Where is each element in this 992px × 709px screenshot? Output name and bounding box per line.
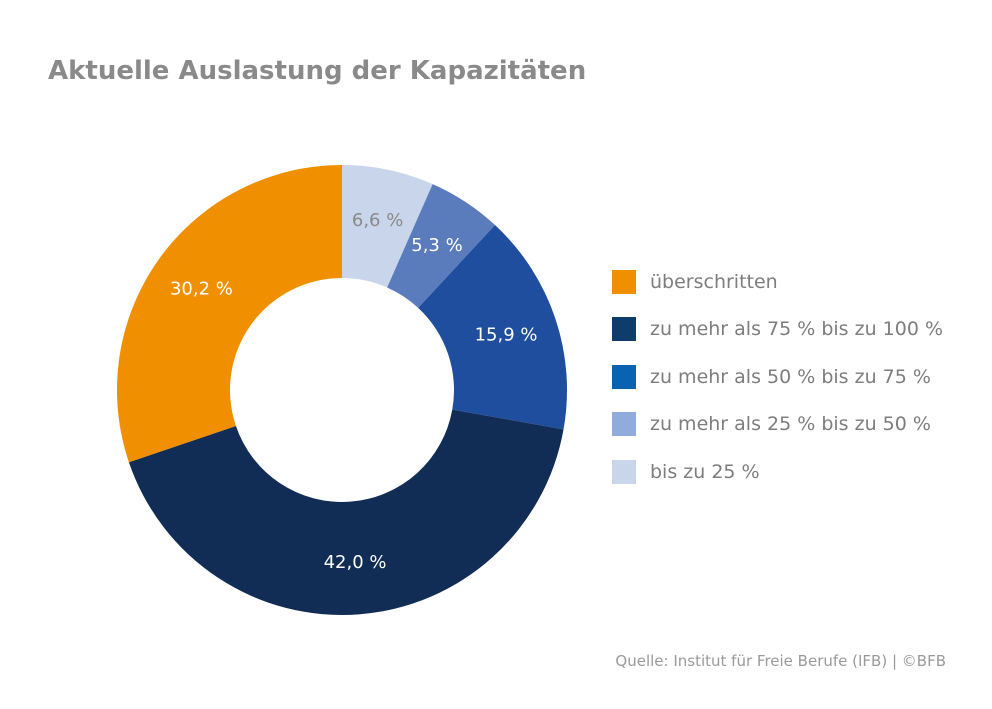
legend-item-0: überschritten	[612, 258, 972, 306]
legend-swatch	[612, 459, 636, 484]
legend-label: zu mehr als 50 % bis zu 75 %	[650, 365, 931, 388]
legend-item-3: zu mehr als 25 % bis zu 50 %	[612, 401, 972, 449]
legend-swatch	[612, 412, 636, 437]
donut-slice-3	[128, 409, 564, 616]
slice-value-label-2: 15,9 %	[475, 324, 538, 345]
slice-value-label-1: 5,3 %	[411, 235, 462, 256]
chart-title: Aktuelle Auslastung der Kapazitäten	[48, 56, 587, 86]
legend-swatch	[612, 364, 636, 389]
legend-item-1: zu mehr als 75 % bis zu 100 %	[612, 306, 972, 354]
legend-item-4: bis zu 25 %	[612, 448, 972, 496]
legend-label: zu mehr als 25 % bis zu 50 %	[650, 413, 931, 436]
legend: überschritten zu mehr als 75 % bis zu 100…	[612, 258, 972, 496]
donut-slice-1	[387, 184, 495, 308]
legend-item-2: zu mehr als 50 % bis zu 75 %	[612, 353, 972, 401]
legend-label: bis zu 25 %	[650, 460, 760, 483]
legend-swatch	[612, 317, 636, 342]
legend-swatch	[612, 269, 636, 294]
source-note: Quelle: Institut für Freie Berufe (IFB) …	[615, 652, 946, 670]
donut-slice-4	[116, 165, 342, 463]
slice-value-label-4: 30,2 %	[170, 279, 233, 300]
donut-slices	[116, 165, 567, 616]
slice-value-label-3: 42,0 %	[324, 552, 387, 573]
slice-value-label-0: 6,6 %	[352, 210, 403, 231]
legend-label: überschritten	[650, 270, 778, 293]
donut-slice-2	[418, 225, 567, 430]
legend-label: zu mehr als 75 % bis zu 100 %	[650, 318, 944, 341]
donut-labels: 6,6 % 5,3 % 15,9 % 42,0 % 30,2 %	[170, 210, 538, 573]
donut-slice-0	[342, 165, 433, 288]
